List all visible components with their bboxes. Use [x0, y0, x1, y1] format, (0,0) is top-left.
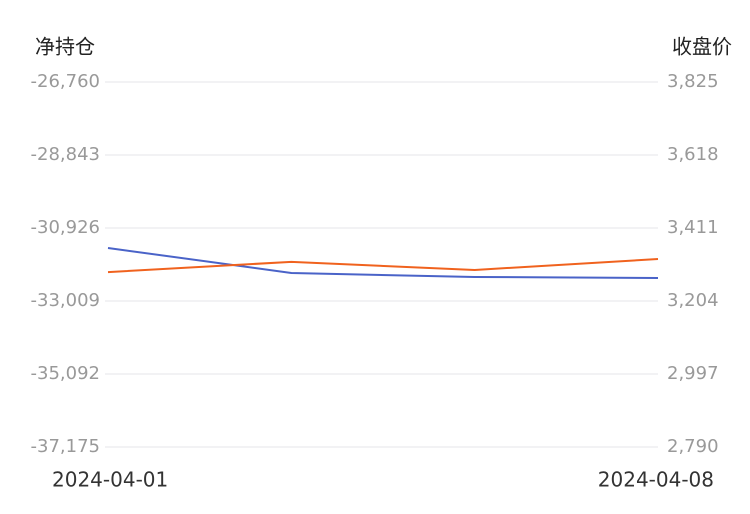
- y-tick-label: -37,175: [31, 436, 100, 457]
- series-line: [107, 258, 659, 274]
- y2-axis-title: 收盘价: [672, 35, 732, 59]
- x-tick-label: 2024-04-01: [52, 468, 168, 492]
- y-tick-label: -30,926: [31, 217, 100, 238]
- x-tick-label: 2024-04-08: [598, 468, 714, 492]
- y-tick-label: -26,760: [31, 71, 100, 92]
- y2-tick-label: 3,411: [667, 217, 719, 238]
- y-tick-label: -35,092: [31, 363, 100, 384]
- y2-tick-label: 3,825: [667, 71, 719, 92]
- y-tick-label: -33,009: [31, 290, 100, 311]
- y2-tick-label: 3,618: [667, 144, 719, 165]
- y-axis-title: 净持仓: [35, 35, 95, 59]
- y2-tick-label: 2,997: [667, 363, 719, 384]
- series-line: [107, 247, 659, 280]
- y-tick-label: -28,843: [31, 144, 100, 165]
- y2-tick-label: 3,204: [667, 290, 719, 311]
- y2-tick-label: 2,790: [667, 436, 719, 457]
